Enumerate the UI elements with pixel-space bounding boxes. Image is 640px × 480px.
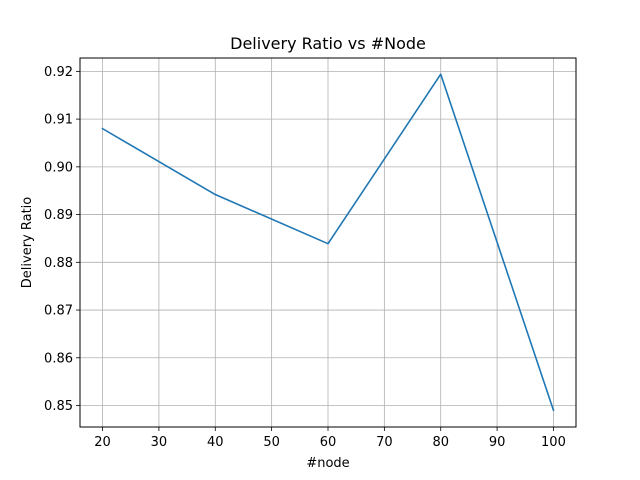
x-tick-label: 80: [432, 435, 449, 450]
series-layer: [101, 73, 555, 412]
y-axis-label: Delivery Ratio: [20, 197, 35, 289]
y-tick-label: 0.91: [44, 113, 73, 128]
y-tick-label: 0.87: [44, 304, 73, 319]
y-tick-label: 0.92: [44, 65, 73, 80]
x-tick-label: 60: [320, 435, 337, 450]
chart-title: Delivery Ratio vs #Node: [230, 34, 426, 53]
x-tick-label: 100: [541, 435, 566, 450]
grid-lines: [80, 58, 576, 427]
axis-ticks: 20 30 40 50 60 70 80 90 100 0.85 0.86 0.87 0.88 0.89 0…: [44, 65, 566, 450]
x-tick-label: 40: [207, 435, 224, 450]
x-tick-label: 20: [94, 435, 111, 450]
y-tick-label: 0.90: [44, 160, 73, 175]
y-tick-label: 0.85: [44, 399, 73, 414]
y-tick-label: 0.89: [44, 208, 73, 223]
y-tick-label: 0.88: [44, 256, 73, 271]
x-tick-label: 70: [376, 435, 393, 450]
series-line: [101, 73, 555, 412]
y-tick-label: 0.86: [44, 351, 73, 366]
x-axis-label: #node: [306, 456, 349, 471]
x-tick-label: 50: [263, 435, 280, 450]
x-tick-label: 90: [489, 435, 506, 450]
x-tick-label: 30: [151, 435, 168, 450]
